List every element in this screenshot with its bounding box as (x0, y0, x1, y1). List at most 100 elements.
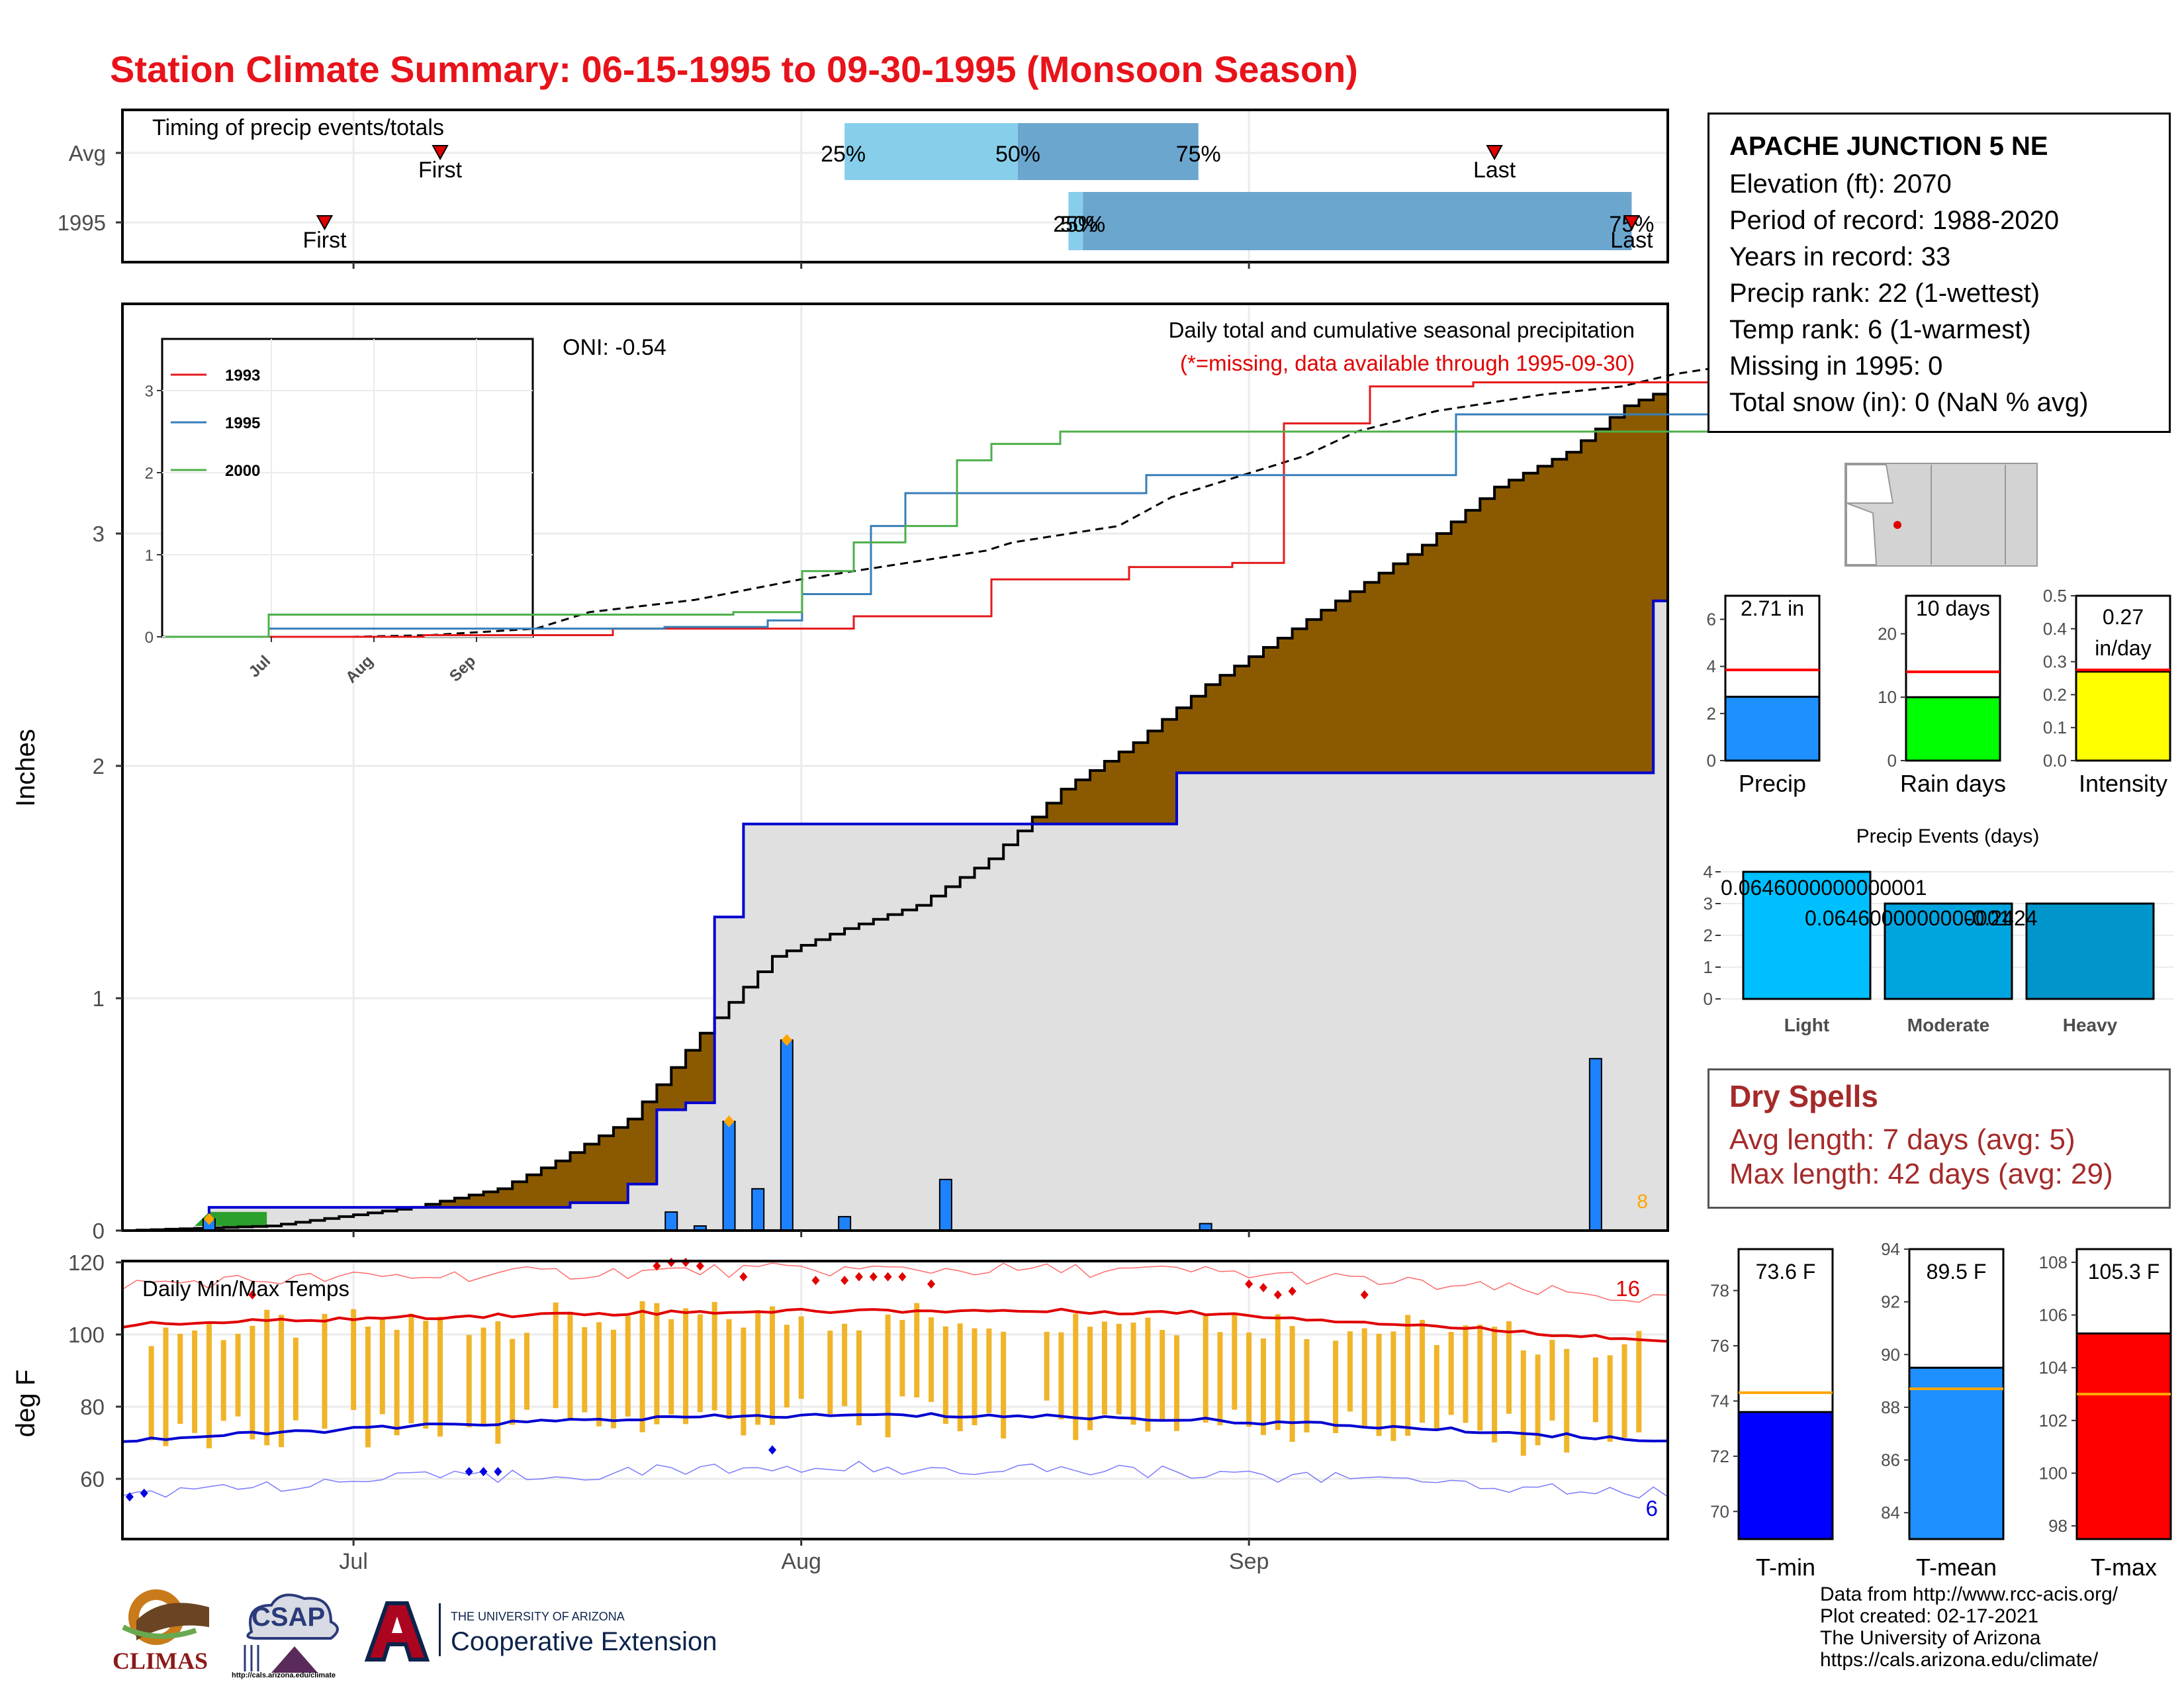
temp-daily-bar (957, 1323, 963, 1432)
mini-bar-ytick-label: 6 (1707, 610, 1716, 630)
temp-daily-bar (1087, 1327, 1093, 1430)
temp-daily-bar (1361, 1328, 1367, 1427)
temp-bar-ytick-label: 102 (2039, 1411, 2068, 1430)
temp-count-min: 6 (1646, 1496, 1658, 1521)
precip-missing-marker (723, 1115, 735, 1128)
mini-bar-ytick-label: 0.1 (2043, 718, 2067, 737)
precip-average-line (122, 387, 1669, 1232)
temp-bar-ytick-label: 86 (1881, 1450, 1900, 1470)
page-title: Station Climate Summary: 06-15-1995 to 0… (110, 48, 1358, 90)
events-bar (1742, 870, 1872, 1000)
map-neighbor-state (1846, 502, 1878, 565)
events-ytick-label: 4 (1704, 862, 1713, 882)
temp-bar-ytick-label: 100 (2039, 1463, 2068, 1483)
mini-bar-ytick-label: 0 (1888, 751, 1897, 771)
events-ytick-label: 1 (1704, 957, 1713, 977)
temp-bar-value (2075, 1332, 2172, 1540)
temp-record-high-marker (653, 1261, 661, 1271)
temp-daily-bar (177, 1333, 183, 1424)
temp-daily-bar (206, 1323, 212, 1448)
temp-record-high-marker (1360, 1290, 1369, 1300)
station-elevation: Elevation (ft): 2070 (1729, 169, 1952, 199)
temp-record-high-marker (811, 1276, 820, 1286)
temp-bar-value (1737, 1411, 1834, 1540)
temp-daily-bar (697, 1314, 703, 1413)
temp-bar-value-label: 89.5 F (1927, 1260, 1987, 1284)
mini-bar-ytick-label: 0.5 (2043, 586, 2067, 606)
temp-daily-bar (842, 1323, 848, 1407)
precip-ytick-label: 0 (93, 1219, 105, 1243)
temp-daily-bar (1333, 1340, 1339, 1433)
mini-bar-value-label: 2.71 in (1741, 596, 1804, 620)
precip-ylabel: Inches (11, 729, 40, 807)
temp-daily-bar (610, 1329, 616, 1429)
events-bar (1884, 902, 2013, 1000)
temp-record-low-marker (768, 1445, 777, 1455)
dry-spells-max: Max length: 42 days (avg: 29) (1729, 1158, 2113, 1190)
temp-count-max: 16 (1615, 1276, 1640, 1301)
temp-daily-bar (163, 1327, 169, 1446)
precip-missing-marker (203, 1213, 214, 1225)
timing-1995-first-label: First (302, 228, 347, 253)
temp-record-min-line (122, 1460, 1668, 1499)
temp-daily-bar (1101, 1321, 1107, 1415)
temp-daily-bar (582, 1327, 588, 1413)
events-category-label: Moderate (1907, 1015, 1989, 1035)
temp-daily-bar (1058, 1332, 1064, 1420)
temp-daily-bar (495, 1321, 501, 1444)
temp-record-low-marker (465, 1467, 473, 1477)
station-info-box: APACHE JUNCTION 5 NE Elevation (ft): 207… (1707, 113, 2171, 433)
inset-legend-label: 1993 (225, 367, 260, 385)
events-category-label: Light (1784, 1015, 1829, 1035)
temp-daily-bar (972, 1328, 978, 1426)
mini-bar-ytick-label: 0.3 (2043, 652, 2067, 672)
climas-logo-text: CLIMAS (113, 1648, 208, 1674)
mini-bar-ytick-label: 10 (1878, 687, 1897, 707)
temp-daily-bar (625, 1316, 631, 1417)
temp-daily-bar (798, 1316, 804, 1399)
temp-daily-bar (524, 1333, 530, 1410)
timing-avg-p25: 25% (821, 142, 866, 167)
temp-daily-bar (437, 1316, 443, 1437)
credits-url: https://cals.arizona.edu/climate/ (1820, 1649, 2099, 1671)
oni-label: ONI: -0.54 (563, 335, 666, 360)
credits-university: The University of Arizona (1820, 1627, 2041, 1649)
temp-daily-bar (1535, 1354, 1541, 1446)
temp-daily-bar (741, 1327, 747, 1436)
precip-ytick-label: 3 (93, 522, 105, 546)
precip-daily-bar (664, 1211, 678, 1232)
csap-logo-text: CSAP (251, 1603, 326, 1632)
temp-xtick-label: Aug (781, 1549, 821, 1574)
temp-daily-bar (1260, 1338, 1266, 1435)
mini-bar-ytick-label: 0.4 (2043, 619, 2067, 639)
mini-bar-category-label: Precip (1739, 770, 1806, 797)
temp-daily-bar (192, 1330, 198, 1433)
inset-ytick-label: 1 (145, 547, 154, 565)
temp-daily-bar (986, 1328, 992, 1413)
temp-daily-bar (1001, 1331, 1007, 1439)
events-value-label: 0.0646000000000001 (1721, 876, 1927, 900)
mini-bar-value-label: in/day (2095, 636, 2151, 660)
mini-bar-value (1905, 696, 2001, 762)
inset-line-2000 (165, 430, 2007, 638)
temp-daily-bar (1073, 1313, 1079, 1440)
temp-daily-bar (1116, 1323, 1122, 1415)
temp-daily-bar (148, 1346, 154, 1440)
temp-record-high-marker (739, 1272, 748, 1282)
temp-daily-bar (1564, 1348, 1570, 1453)
ua-logo-bottom-text: Cooperative Extension (451, 1627, 717, 1656)
mini-bar-ytick-label: 4 (1707, 657, 1716, 677)
temp-record-high-marker (854, 1272, 863, 1282)
temp-ytick-label: 80 (80, 1395, 105, 1419)
precip-daily-bar (722, 1121, 736, 1232)
station-period: Period of record: 1988-2020 (1729, 206, 2060, 235)
station-missing: Missing in 1995: 0 (1729, 352, 1943, 381)
inset-line-1993 (165, 373, 2007, 638)
station-precip-rank: Precip rank: 22 (1-wettest) (1729, 279, 2040, 308)
temp-record-high-marker (1288, 1286, 1297, 1296)
temp-daily-bar (553, 1302, 559, 1409)
temp-daily-bar (784, 1325, 790, 1408)
precip-panel-title: Daily total and cumulative seasonal prec… (1169, 318, 1635, 342)
temp-daily-bar (351, 1309, 357, 1411)
events-bar (2025, 902, 2155, 1000)
